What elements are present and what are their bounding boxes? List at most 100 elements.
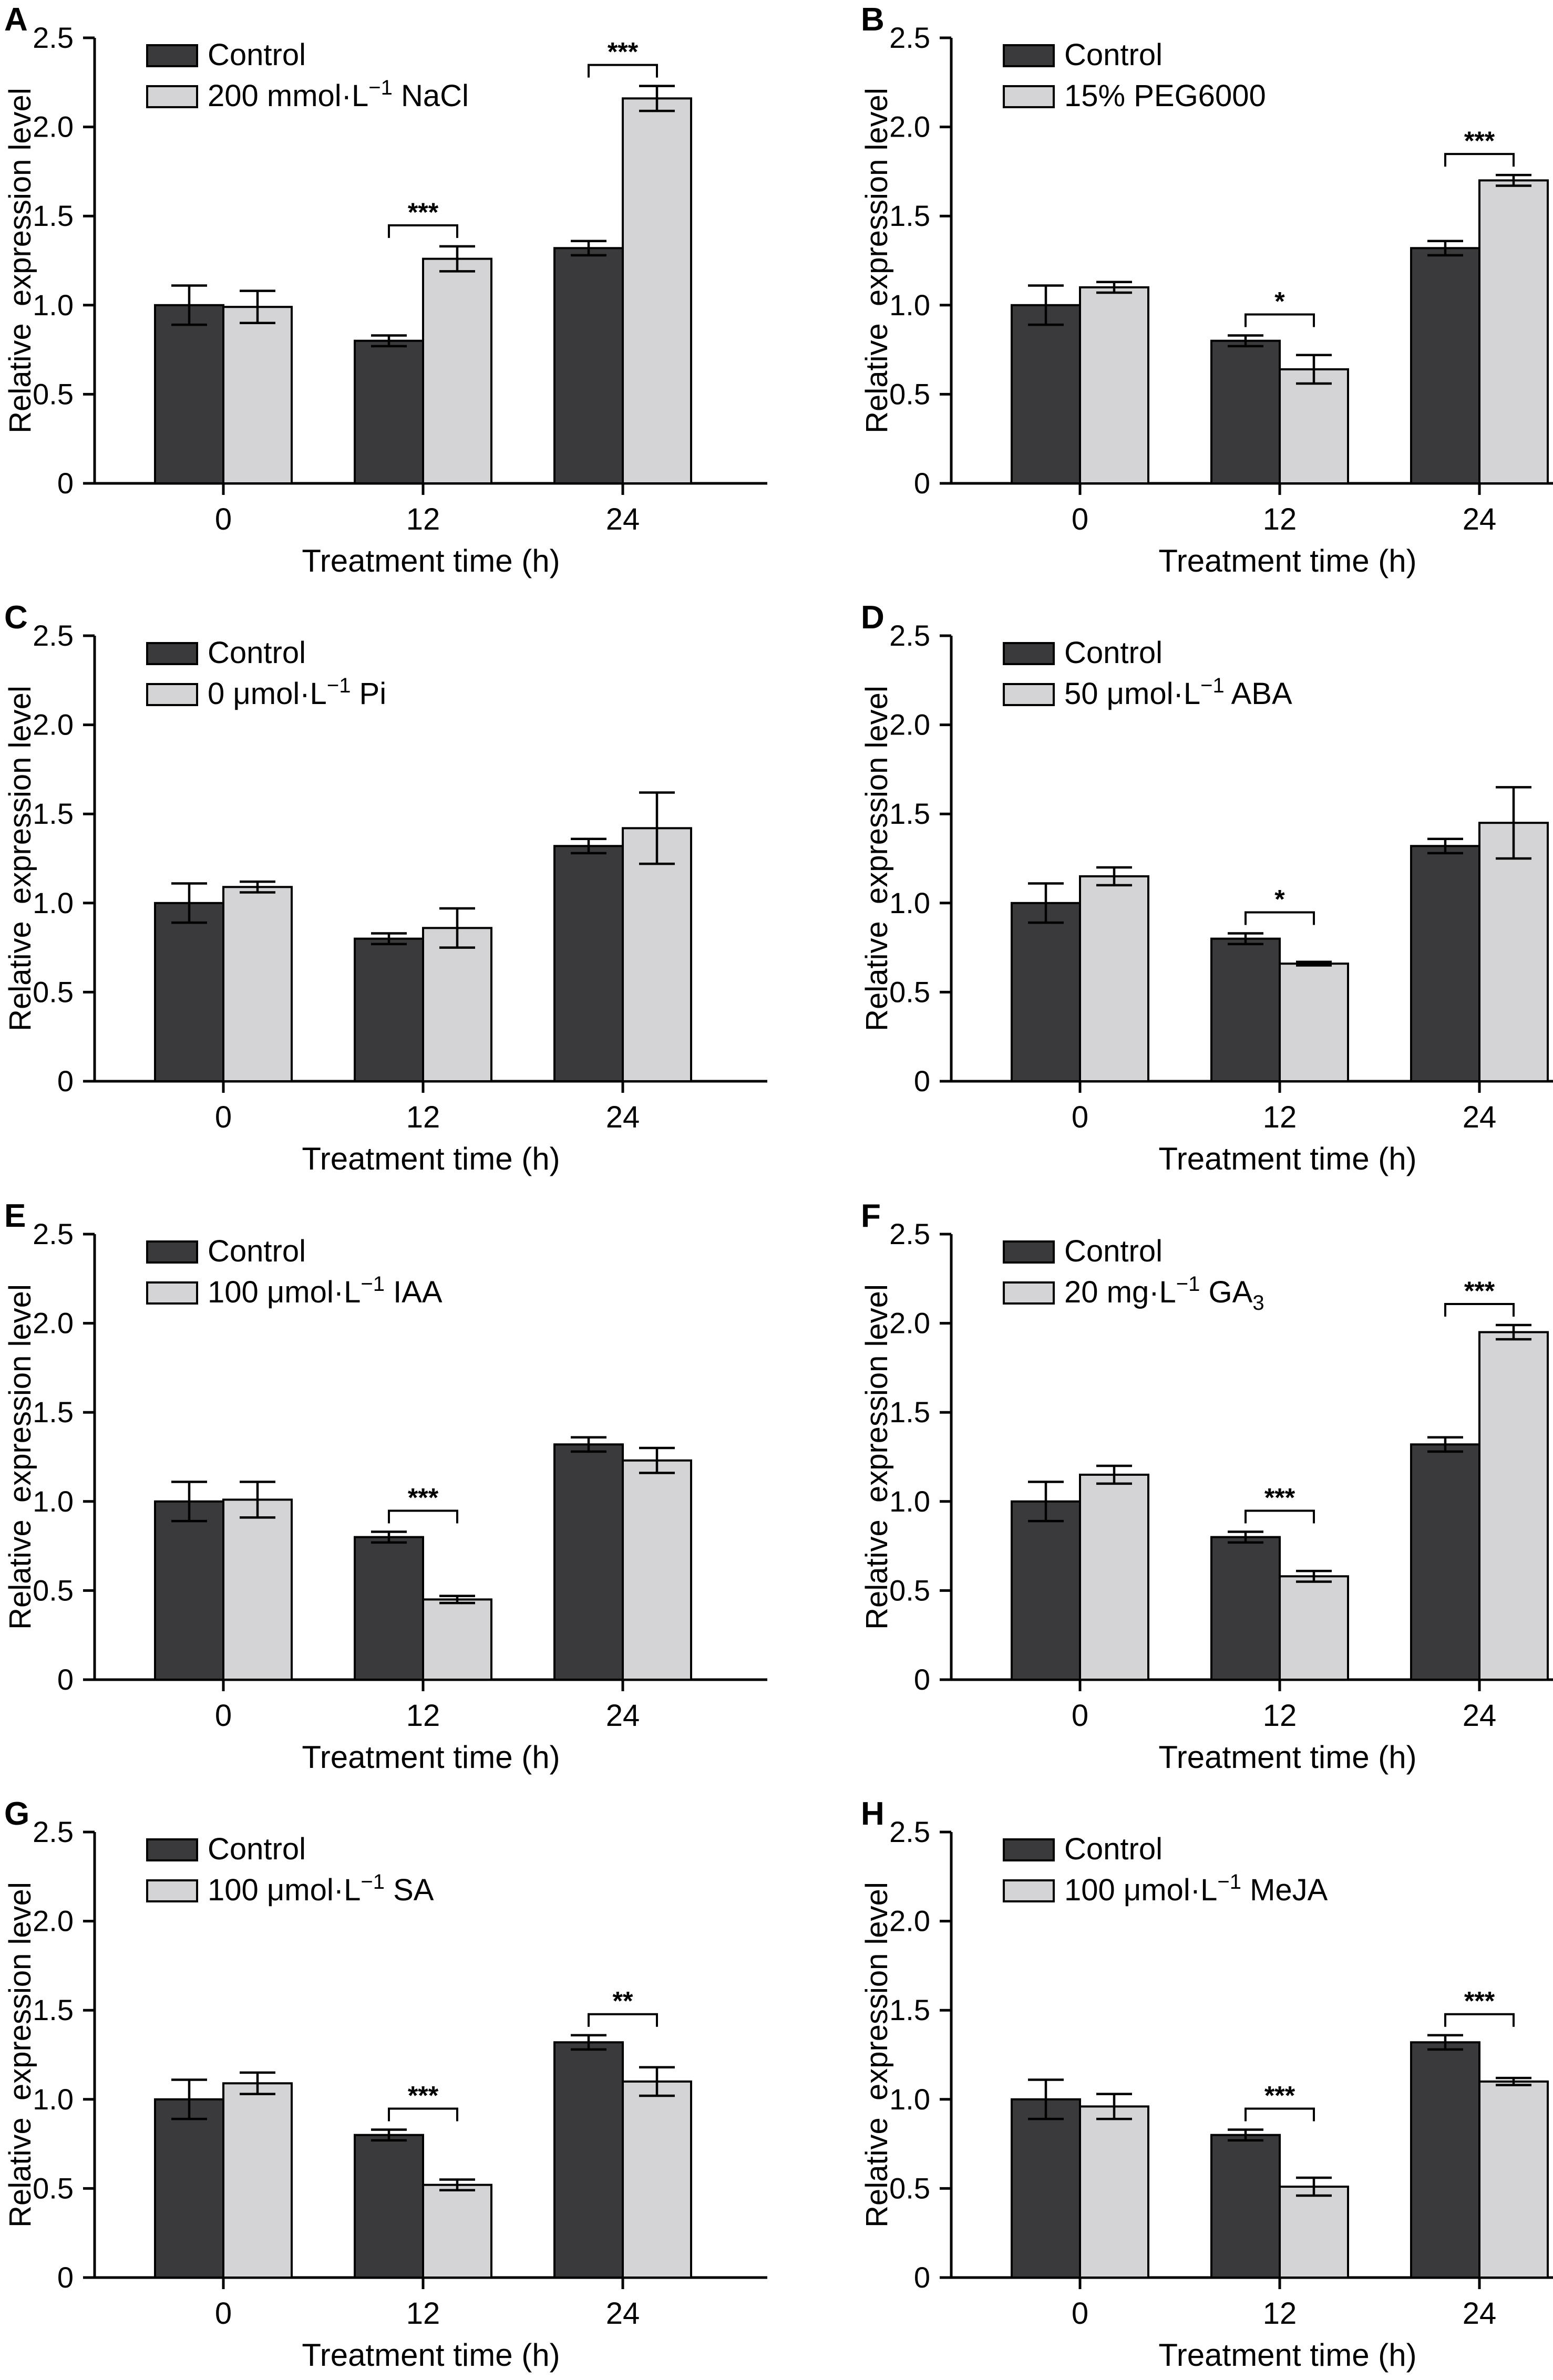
bar-control	[1011, 304, 1081, 484]
significance-label: **	[613, 1986, 633, 2016]
bar-control	[1011, 1500, 1081, 1681]
significance-label: ***	[408, 198, 439, 227]
bar-control	[154, 902, 224, 1082]
y-tick-label: 2.5	[33, 21, 74, 54]
bar-treatment	[1279, 368, 1349, 484]
legend-swatch-control	[1003, 642, 1055, 665]
legend-label-control: Control	[1064, 1234, 1163, 1268]
y-tick-label: 0.5	[889, 1574, 930, 1607]
legend-swatch-control	[1003, 44, 1055, 67]
bar-treatment	[222, 1498, 293, 1681]
significance-bracket	[1444, 2013, 1515, 2027]
legend-treatment-main: 100 μmol·L	[208, 1275, 361, 1309]
x-tick-label: 12	[1263, 1100, 1297, 1134]
legend-treatment-rest: Pi	[351, 677, 386, 711]
bar-treatment	[622, 827, 692, 1082]
legend-treatment-rest: MeJA	[1241, 1873, 1328, 1907]
bar-treatment	[1079, 1473, 1149, 1681]
legend-label-control: Control	[1064, 38, 1163, 72]
bar-treatment	[422, 1598, 492, 1681]
significance-label: ***	[1464, 126, 1495, 156]
panel-letter: D	[861, 599, 885, 636]
y-tick-label: 0.5	[33, 377, 74, 410]
legend-label-control: Control	[208, 636, 306, 670]
y-tick-label: 2.5	[33, 619, 74, 652]
panel-e: E 0 0.5 1.0 1.5 2.0 2.5 Relative expression lev…	[3, 1198, 767, 1775]
legend-label-treatment: 100 μmol·L−1 SA	[208, 1870, 434, 1907]
legend-swatch-treatment	[1003, 683, 1055, 706]
bar-control	[553, 2041, 624, 2279]
y-tick-label: 2.0	[33, 708, 74, 741]
bar-control	[1011, 2098, 1081, 2279]
y-tick-label: 2.0	[889, 1307, 930, 1340]
legend: Control 100 μmol·L−1 SA	[146, 1832, 434, 1907]
bar-control	[553, 247, 624, 484]
legend-treatment-sup: −1	[1217, 1870, 1241, 1893]
legend-label-treatment: 100 μmol·L−1 IAA	[208, 1272, 443, 1309]
y-tick-label: 0	[57, 1064, 74, 1098]
x-axis-label: Treatment time (h)	[302, 2337, 560, 2373]
bar-control	[1410, 247, 1480, 484]
y-axis-label: Relative expression level	[3, 1284, 37, 1630]
legend: Control 20 mg·L−1 GA3	[1003, 1234, 1264, 1315]
legend-treatment-sup: −1	[327, 674, 351, 697]
legend-treatment-sup: −1	[368, 76, 393, 99]
y-tick-label: 0	[914, 1663, 930, 1696]
y-tick-label: 0.5	[33, 2171, 74, 2205]
bar-control	[154, 2098, 224, 2279]
panel-c: C 0 0.5 1.0 1.5 2.0 2.5 Relative expression lev…	[3, 599, 767, 1176]
legend-swatch-treatment	[1003, 1879, 1055, 1902]
y-tick-label: 1.0	[889, 2083, 930, 2116]
legend-treatment-rest: IAA	[385, 1275, 443, 1309]
x-tick-label: 24	[1463, 1699, 1497, 1733]
x-axis-label: Treatment time (h)	[1158, 1141, 1416, 1176]
significance-label: ***	[408, 1483, 439, 1512]
legend: Control 50 μmol·L−1 ABA	[1003, 636, 1292, 711]
legend-treatment-sup: −1	[1176, 1272, 1200, 1296]
y-tick-label: 0.5	[33, 1574, 74, 1607]
y-axis-label: Relative expression level	[860, 88, 894, 433]
panel-f: F 0 0.5 1.0 1.5 2.0 2.5 Relative expression lev…	[860, 1198, 1553, 1775]
y-tick-label: 1.5	[33, 199, 74, 232]
y-tick-label: 0	[914, 467, 930, 500]
bar-control	[553, 1443, 624, 1681]
significance-label: *	[1274, 884, 1285, 914]
bar-control	[354, 937, 424, 1082]
legend-label-treatment: 50 μmol·L−1 ABA	[1064, 674, 1292, 711]
y-tick-label: 1.5	[889, 199, 930, 232]
x-tick-label: 0	[215, 1699, 232, 1733]
legend-treatment-main: 100 μmol·L	[208, 1873, 361, 1907]
y-tick-label: 2.0	[33, 1905, 74, 1938]
y-tick-label: 2.5	[33, 1217, 74, 1250]
legend: Control 100 μmol·L−1 IAA	[146, 1234, 443, 1309]
legend-label-control: Control	[208, 1832, 306, 1866]
legend-swatch-control	[146, 642, 198, 665]
legend: Control 15% PEG6000	[1003, 38, 1266, 113]
significance-bracket	[1444, 153, 1515, 167]
panel-letter: C	[4, 599, 28, 636]
legend-label-treatment: 100 μmol·L−1 MeJA	[1064, 1870, 1328, 1907]
legend-label-treatment: 0 μmol·L−1 Pi	[208, 674, 386, 711]
panel-letter: B	[861, 2, 885, 38]
y-axis-label: Relative expression level	[3, 1882, 37, 2228]
x-tick-label: 24	[606, 502, 640, 536]
bar-control	[354, 2134, 424, 2279]
y-tick-label: 0	[914, 1064, 930, 1098]
y-tick-label: 2.5	[889, 21, 930, 54]
y-tick-label: 2.5	[889, 1815, 930, 1848]
x-tick-label: 0	[215, 502, 232, 536]
bar-control	[1210, 937, 1281, 1082]
legend-label-treatment: 200 mmol·L−1 NaCl	[208, 76, 469, 113]
bar-control	[1210, 1536, 1281, 1681]
legend-treatment-main: 200 mmol·L	[208, 79, 368, 113]
significance-bracket	[1245, 313, 1315, 327]
legend-swatch-treatment	[146, 85, 198, 108]
legend-treatment-main: 100 μmol·L	[1064, 1873, 1217, 1907]
panel-b: B 0 0.5 1.0 1.5 2.0 2.5 Relative expression lev…	[860, 2, 1553, 578]
y-tick-label: 2.5	[889, 1217, 930, 1250]
bar-treatment	[422, 927, 492, 1083]
y-tick-label: 2.0	[33, 1307, 74, 1340]
x-tick-label: 0	[1072, 502, 1088, 536]
significance-bracket	[388, 224, 458, 238]
